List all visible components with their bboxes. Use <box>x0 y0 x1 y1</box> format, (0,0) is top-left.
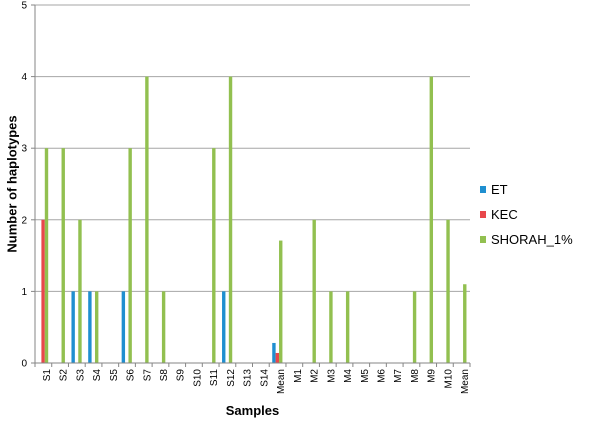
legend-label-et: ET <box>491 182 508 197</box>
x-tick-label: Mean <box>276 369 287 394</box>
x-tick-label: M3 <box>326 369 337 383</box>
bar-shorah-1--8 <box>161 291 166 363</box>
bar-shorah-1--18 <box>329 291 333 363</box>
x-tick-label: S12 <box>226 369 237 387</box>
x-tick-label: M6 <box>376 369 387 383</box>
x-tick-label: S13 <box>243 369 254 387</box>
y-axis-title: Number of haplotypes <box>5 115 20 252</box>
bar-shorah-1--4 <box>94 291 99 363</box>
x-tick-label: S2 <box>59 369 70 382</box>
x-tick-label: M8 <box>410 369 421 383</box>
x-tick-label: M9 <box>427 369 438 383</box>
bar-shorah-1--23 <box>412 291 417 363</box>
bar-shorah-1--3 <box>78 219 82 363</box>
bar-shorah-1--6 <box>128 148 132 363</box>
gridlines <box>35 4 470 292</box>
y-tick-labels: 0 1 2 3 4 5 <box>21 1 27 370</box>
x-tick-label: S8 <box>159 369 170 382</box>
x-tick-label: S1 <box>42 369 53 382</box>
bar-shorah-1--19 <box>345 291 350 363</box>
x-tick-label: S6 <box>126 369 137 382</box>
legend: ET KEC SHORAH_1% <box>480 182 573 247</box>
bar-et-12 <box>222 291 226 363</box>
y-tick-label: 0 <box>21 359 27 370</box>
bar-kec-1 <box>41 219 45 363</box>
x-axis-title: Samples <box>226 403 279 418</box>
legend-swatch-shorah-1- <box>480 236 486 243</box>
x-tick-label: M5 <box>360 369 371 383</box>
y-tick-label: 3 <box>21 144 27 155</box>
x-tick-label: S4 <box>92 369 103 382</box>
legend-label-shorah-1-: SHORAH_1% <box>491 232 573 247</box>
y-tick-label: 1 <box>21 287 27 298</box>
x-tick-label: S10 <box>192 369 203 387</box>
x-tick-label: S5 <box>109 369 120 382</box>
x-tick-label: M1 <box>293 369 304 383</box>
bars <box>41 76 467 363</box>
bar-shorah-1--11 <box>212 148 216 363</box>
bar-shorah-1--26 <box>463 284 467 363</box>
x-tick-label: S9 <box>176 369 187 382</box>
bar-kec-15 <box>275 352 280 363</box>
y-tick-label: 2 <box>21 215 27 226</box>
x-tick-label: M2 <box>310 369 321 383</box>
bar-shorah-1--25 <box>446 219 450 363</box>
bar-shorah-1--2 <box>61 148 65 363</box>
x-tick-label: M4 <box>343 369 354 383</box>
legend-swatch-et <box>480 186 486 193</box>
legend-swatch-kec <box>480 211 486 218</box>
bar-shorah-1--24 <box>429 76 434 363</box>
x-tick-label: M10 <box>443 369 454 389</box>
x-tick-label: S14 <box>259 369 270 387</box>
bar-shorah-1--15 <box>279 240 283 363</box>
bar-shorah-1--12 <box>228 76 233 363</box>
x-tick-label: S11 <box>209 369 220 386</box>
y-tick-label: 5 <box>21 1 27 12</box>
bar-shorah-1--7 <box>145 76 149 363</box>
x-tick-label: S7 <box>142 369 153 382</box>
bar-shorah-1--1 <box>44 148 49 363</box>
y-tick-label: 4 <box>21 72 27 83</box>
axes <box>31 4 471 367</box>
bar-et-15 <box>272 342 276 363</box>
x-tick-label: M7 <box>393 369 404 383</box>
x-tick-label: S3 <box>75 369 86 382</box>
bar-et-6 <box>121 291 126 363</box>
x-tick-labels: S1 S2 S3 S4 S5 S6 S7 S8 S9 S10 S11 S12 S13 S14 Mean M1 M… <box>42 369 471 394</box>
bar-et-3 <box>71 291 75 363</box>
bar-et-4 <box>88 291 92 363</box>
bar-shorah-1--17 <box>312 219 316 363</box>
legend-label-kec: KEC <box>491 207 518 222</box>
x-tick-label: Mean <box>460 369 471 394</box>
